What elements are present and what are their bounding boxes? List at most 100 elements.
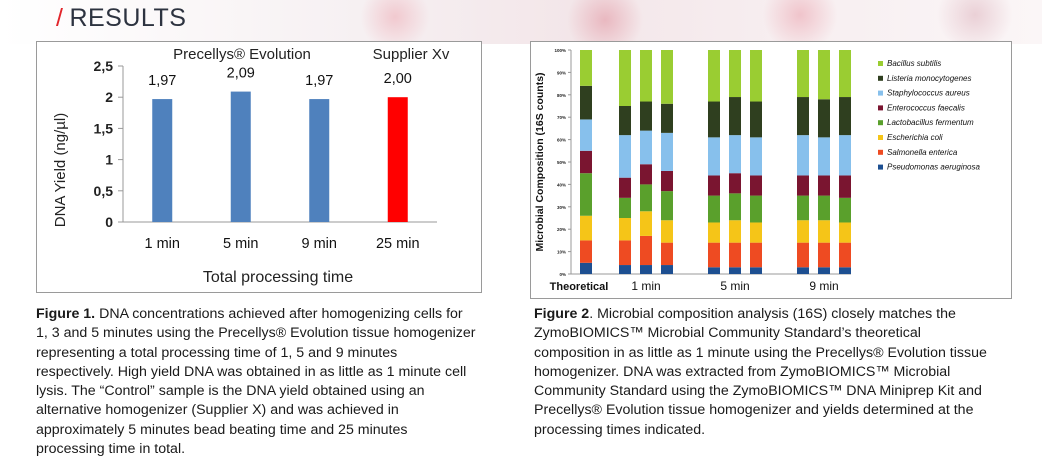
legend-label: Pseudomonas aeruginosa	[887, 163, 981, 172]
bar	[387, 97, 408, 222]
stack-segment	[580, 150, 592, 174]
stack-segment	[839, 242, 851, 268]
stack-segment	[619, 265, 631, 274]
y-tick-label: 10%	[557, 250, 566, 255]
caption-line: Precellys® Evolution tissue homogenizer …	[534, 402, 974, 419]
caption-line: Community Standard using the ZymoBIOMICS…	[534, 383, 982, 400]
group-label: 9 min	[809, 279, 838, 293]
stack-segment	[750, 267, 762, 274]
stack-segment	[619, 106, 631, 136]
title-text: RESULTS	[69, 4, 187, 32]
bar	[309, 99, 330, 222]
stack-segment	[619, 50, 631, 106]
stack-segment	[640, 101, 652, 131]
stack-segment	[729, 267, 741, 274]
stack-segment	[839, 222, 851, 243]
caption-label: Figure 2	[534, 306, 590, 322]
group-label: 1 min	[631, 279, 660, 293]
stack-segment	[750, 137, 762, 176]
stack-segment	[580, 85, 592, 120]
figure1-frame: DNA Yield (ng/µl) 0 0,5 1 1,5 2 2,5 1,97 1 min…	[36, 41, 482, 293]
stack-segment	[839, 97, 851, 136]
y-tick-label: 0	[105, 214, 113, 230]
legend-label: Staphylococcus aureus	[887, 89, 970, 98]
group-label-precellys: Precellys® Evolution	[173, 46, 311, 63]
stack-segment	[729, 193, 741, 221]
stack-segment	[797, 195, 809, 221]
stack-segment	[619, 177, 631, 198]
y-tick-label: 0,5	[94, 183, 114, 199]
data-label: 1,97	[305, 73, 333, 89]
caption-line: lysis. The “Control” sample is the DNA y…	[36, 383, 425, 400]
legend-swatch	[878, 75, 883, 81]
legend-label: Listeria monocytogenes	[887, 74, 972, 83]
stack-segment	[708, 242, 720, 268]
figure2-frame: Microbial Composition (16S counts) 0% 10%…	[530, 41, 1012, 299]
stack-segment	[797, 267, 809, 274]
stack-segment	[640, 184, 652, 212]
stack-segment	[661, 132, 673, 171]
stack-segment	[708, 267, 720, 274]
figure2-caption: Figure 2. Microbial composition analysis…	[534, 305, 1005, 440]
legend-swatch	[878, 105, 883, 111]
stack-segment	[640, 50, 652, 102]
stack-segment	[580, 262, 592, 274]
stack-segment	[580, 215, 592, 241]
stack-segment	[818, 220, 830, 243]
stack-segment	[640, 130, 652, 165]
figure2-chart: Microbial Composition (16S counts) 0% 10%…	[534, 48, 981, 293]
decorative-virus-bubble	[930, 0, 1020, 45]
caption-label: Figure 1.	[36, 306, 96, 322]
y-tick-label: 50%	[557, 160, 566, 165]
y-tick-label: 40%	[557, 182, 566, 187]
stack-segment	[580, 240, 592, 263]
title-slash: /	[56, 4, 64, 32]
stack-segment	[729, 97, 741, 136]
caption-line: Figure 1. DNA concentrations achieved af…	[36, 306, 463, 322]
stack-segment	[750, 175, 762, 196]
legend-swatch	[878, 135, 883, 140]
x-tick-label: 9 min	[302, 236, 337, 252]
legend-label: Lactobacillus fermentum	[887, 118, 974, 127]
legend-swatch	[878, 90, 883, 96]
stack-segment	[619, 240, 631, 266]
x-axis-title: Total processing time	[203, 269, 353, 286]
data-label: 2,09	[227, 66, 255, 82]
stack-segment	[580, 119, 592, 151]
header-banner	[0, 0, 1042, 52]
stack-segment	[580, 173, 592, 216]
stack-segment	[729, 242, 741, 268]
y-tick-label: 20%	[557, 227, 566, 232]
stack-segment	[619, 218, 631, 241]
stack-segment	[818, 99, 830, 138]
stack-segment	[661, 220, 673, 243]
caption-line: representing a total processing time of …	[36, 344, 398, 361]
legend-label: Bacillus subtilis	[887, 59, 941, 68]
y-axis-title: DNA Yield (ng/µl)	[52, 113, 69, 228]
stack-segment	[818, 175, 830, 196]
group-label: 5 min	[720, 279, 749, 293]
stack-segment	[729, 220, 741, 243]
caption-line: processing time in total.	[36, 441, 186, 458]
stack-segment	[797, 175, 809, 196]
data-label: 2,00	[384, 71, 412, 87]
stack-segment	[839, 175, 851, 198]
stack-segment	[661, 50, 673, 104]
stack-segment	[750, 195, 762, 223]
stack-segment	[640, 265, 652, 274]
stack-segment	[818, 242, 830, 268]
y-tick-label: 2	[105, 89, 113, 105]
stack-segment	[797, 242, 809, 268]
stack-segment	[708, 50, 720, 102]
stack-segment	[729, 173, 741, 194]
x-tick-label: 1 min	[145, 236, 180, 252]
figure1-caption: Figure 1. DNA concentrations achieved af…	[36, 305, 480, 459]
caption-line: ZymoBIOMICS™ Microbial Community Standar…	[534, 325, 921, 342]
page-title: / RESULTS	[56, 4, 186, 33]
stack-segment	[580, 50, 592, 86]
stack-segment	[619, 197, 631, 218]
stack-segment	[750, 101, 762, 138]
stack-segment	[729, 50, 741, 98]
stack-segment	[661, 170, 673, 192]
stack-segment	[640, 235, 652, 266]
